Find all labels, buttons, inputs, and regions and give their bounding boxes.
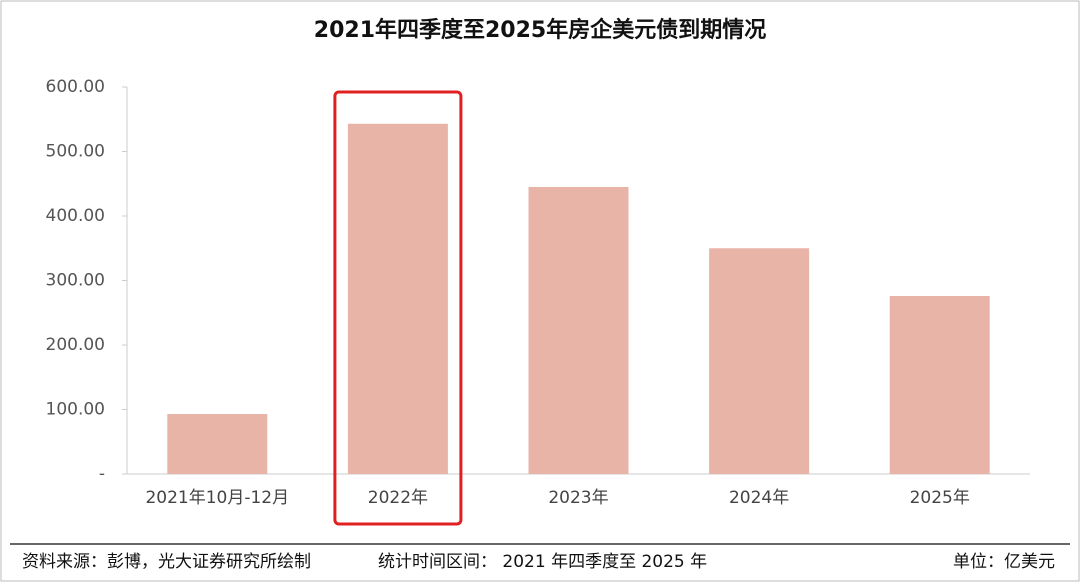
y-tick-label: 200.00: [46, 335, 105, 355]
x-tick-label: 2025年: [910, 488, 970, 508]
y-tick-label: 300.00: [46, 271, 105, 291]
x-tick-label: 2024年: [729, 488, 789, 508]
y-tick-label: -: [99, 464, 105, 484]
x-tick-label: 2021年10月-12月: [145, 488, 289, 508]
bar: [889, 295, 990, 474]
chart-title: 2021年四季度至2025年房企美元债到期情况: [314, 17, 766, 43]
y-tick-label: 600.00: [46, 77, 105, 97]
bar: [528, 186, 629, 474]
bar: [167, 414, 268, 474]
y-tick-label: 100.00: [46, 400, 105, 420]
y-tick-label: 500.00: [46, 142, 105, 162]
bar: [709, 248, 810, 474]
x-tick-label: 2022年: [368, 488, 428, 508]
unit-note: 单位：亿美元: [953, 552, 1055, 572]
x-tick-label: 2023年: [548, 488, 608, 508]
bar: [347, 123, 448, 474]
source-note: 资料来源：彭博，光大证券研究所绘制: [22, 552, 311, 572]
highlight-box: [333, 90, 463, 526]
period-note: 统计时间区间： 2021 年四季度至 2025 年: [378, 552, 707, 572]
y-tick-label: 400.00: [46, 206, 105, 226]
